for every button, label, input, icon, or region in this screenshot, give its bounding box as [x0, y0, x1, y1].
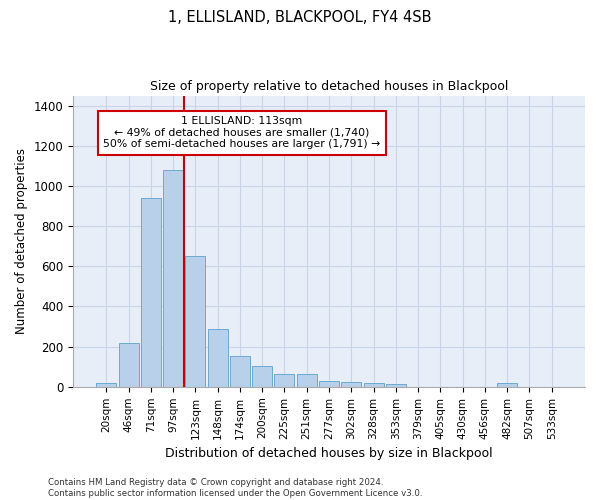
Text: 1 ELLISLAND: 113sqm
← 49% of detached houses are smaller (1,740)
50% of semi-det: 1 ELLISLAND: 113sqm ← 49% of detached ho…	[103, 116, 380, 149]
Bar	[96, 383, 116, 387]
Bar	[497, 383, 517, 387]
Bar	[252, 366, 272, 387]
Text: 1, ELLISLAND, BLACKPOOL, FY4 4SB: 1, ELLISLAND, BLACKPOOL, FY4 4SB	[168, 10, 432, 25]
Bar	[386, 384, 406, 387]
Bar	[319, 381, 339, 387]
Y-axis label: Number of detached properties: Number of detached properties	[15, 148, 28, 334]
Bar	[230, 356, 250, 387]
Bar	[364, 383, 383, 387]
Bar	[341, 382, 361, 387]
Bar	[163, 170, 183, 387]
Bar	[119, 342, 139, 387]
Bar	[274, 374, 295, 387]
X-axis label: Distribution of detached houses by size in Blackpool: Distribution of detached houses by size …	[165, 447, 493, 460]
Bar	[208, 328, 227, 387]
Bar	[297, 374, 317, 387]
Text: Contains HM Land Registry data © Crown copyright and database right 2024.
Contai: Contains HM Land Registry data © Crown c…	[48, 478, 422, 498]
Bar	[141, 198, 161, 387]
Title: Size of property relative to detached houses in Blackpool: Size of property relative to detached ho…	[150, 80, 508, 93]
Bar	[185, 256, 205, 387]
